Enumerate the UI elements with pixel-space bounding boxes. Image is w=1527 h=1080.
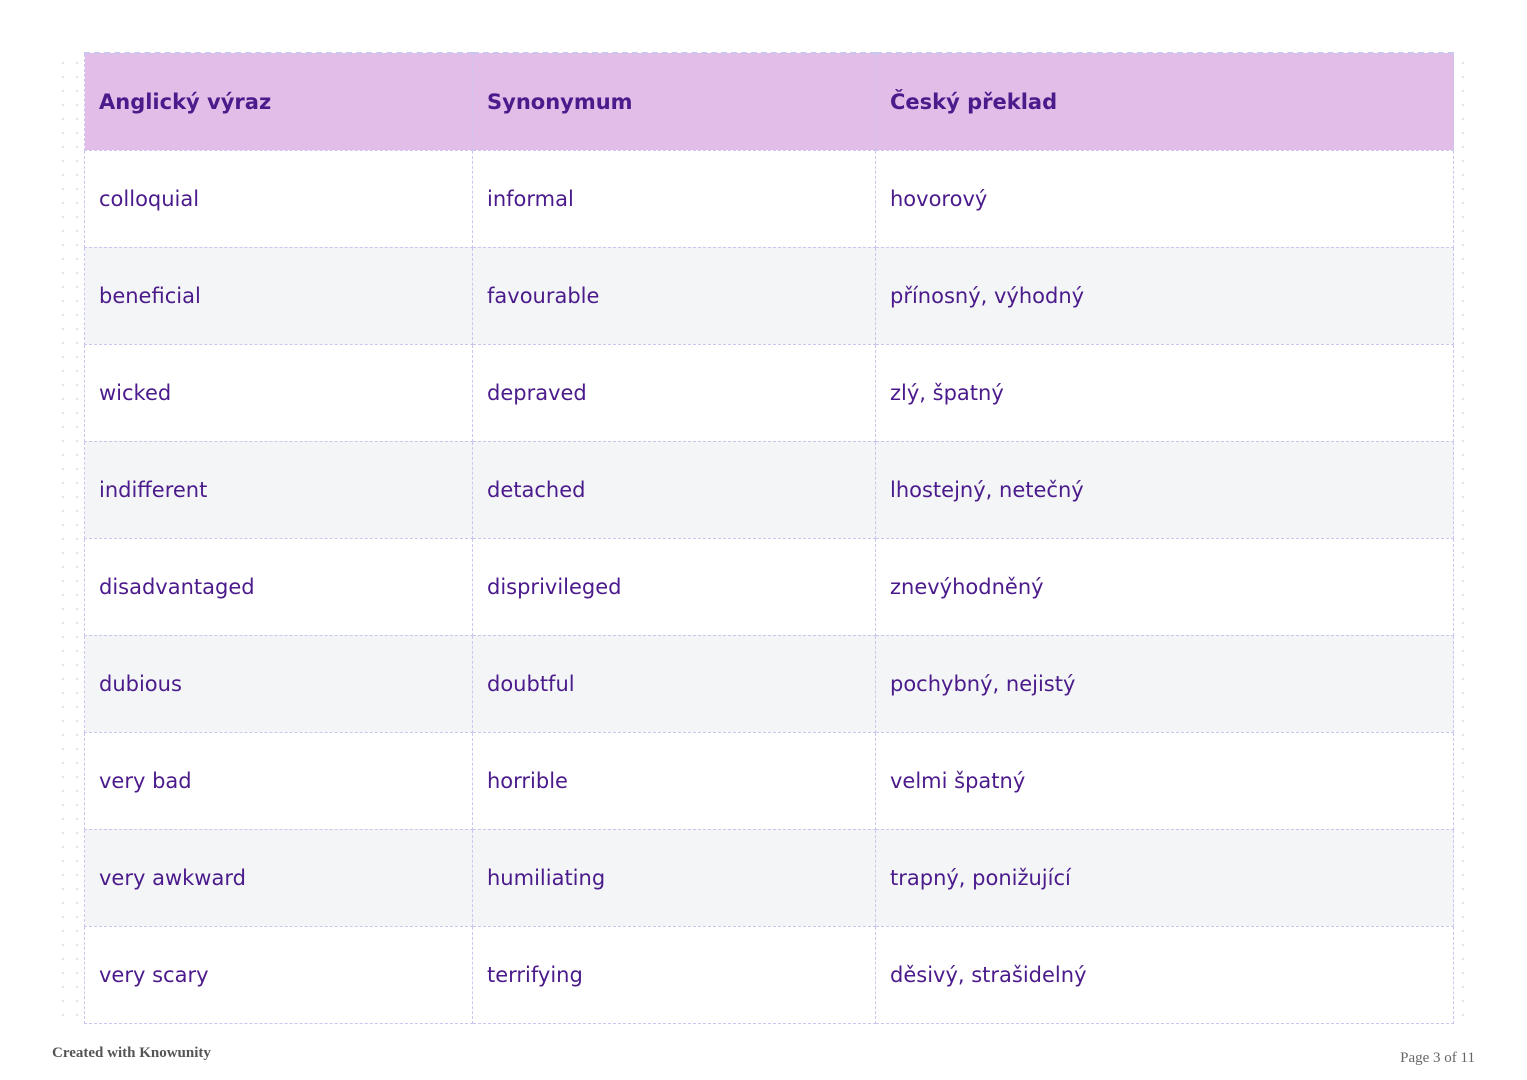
created-with-credit: Created with Knowunity — [52, 1045, 211, 1061]
cell-czech-translation: znevýhodněný — [875, 537, 1454, 636]
cell-synonym: informal — [472, 149, 876, 248]
cell-english-term: very awkward — [84, 828, 473, 927]
cell-czech-translation: lhostejný, netečný — [875, 440, 1454, 539]
cell-czech-translation: přínosný, výhodný — [875, 246, 1454, 345]
cell-czech-translation: děsivý, strašidelný — [875, 925, 1454, 1024]
table-row: very scary terrifying děsivý, strašideln… — [84, 925, 1454, 1024]
table-row: beneficial favourable přínosný, výhodný — [84, 246, 1454, 345]
cell-english-term: very scary — [84, 925, 473, 1024]
cell-synonym: doubtful — [472, 634, 876, 733]
cell-czech-translation: zlý, špatný — [875, 343, 1454, 442]
cell-synonym: detached — [472, 440, 876, 539]
cell-synonym: depraved — [472, 343, 876, 442]
table-row: indifferent detached lhostejný, netečný — [84, 440, 1454, 539]
cell-english-term: disadvantaged — [84, 537, 473, 636]
cell-english-term: wicked — [84, 343, 473, 442]
table-header: Anglický výraz Synonymum Český překlad — [84, 52, 1454, 151]
header-czech-translation: Český překlad — [875, 52, 1454, 151]
cell-czech-translation: trapný, ponižující — [875, 828, 1454, 927]
page-indicator: Page 3 of 11 — [1400, 1050, 1475, 1066]
cell-synonym: favourable — [472, 246, 876, 345]
header-row: Anglický výraz Synonymum Český překlad — [84, 52, 1454, 151]
table-row: wicked depraved zlý, špatný — [84, 343, 1454, 442]
cell-synonym: terrifying — [472, 925, 876, 1024]
table-row: very awkward humiliating trapný, ponižuj… — [84, 828, 1454, 927]
cell-synonym: disprivileged — [472, 537, 876, 636]
vocabulary-table: Anglický výraz Synonymum Český překlad c… — [84, 52, 1454, 1024]
table-body: colloquial informal hovorový beneficial … — [84, 149, 1454, 1024]
header-synonym: Synonymum — [472, 52, 876, 151]
cell-czech-translation: velmi špatný — [875, 731, 1454, 830]
cell-english-term: dubious — [84, 634, 473, 733]
cell-english-term: colloquial — [84, 149, 473, 248]
cell-synonym: humiliating — [472, 828, 876, 927]
cell-english-term: very bad — [84, 731, 473, 830]
table-row: dubious doubtful pochybný, nejistý — [84, 634, 1454, 733]
table-row: disadvantaged disprivileged znevýhodněný — [84, 537, 1454, 636]
cell-czech-translation: pochybný, nejistý — [875, 634, 1454, 733]
cell-english-term: indifferent — [84, 440, 473, 539]
header-english-term: Anglický výraz — [84, 52, 473, 151]
cell-czech-translation: hovorový — [875, 149, 1454, 248]
cell-synonym: horrible — [472, 731, 876, 830]
cell-english-term: beneficial — [84, 246, 473, 345]
table-row: colloquial informal hovorový — [84, 149, 1454, 248]
table-row: very bad horrible velmi špatný — [84, 731, 1454, 830]
